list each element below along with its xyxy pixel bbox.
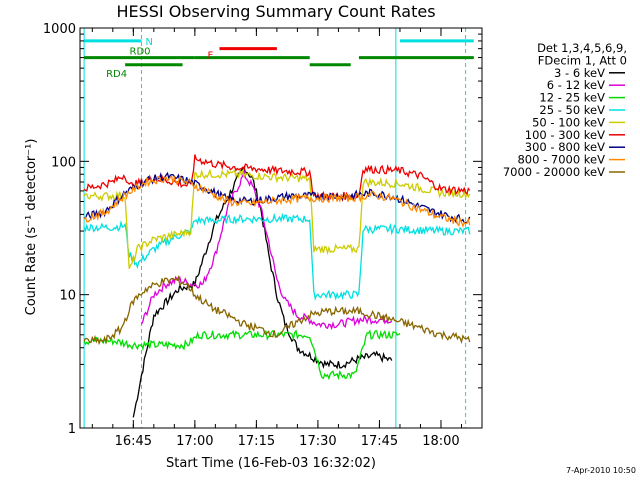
- legend-label-7000-20000-kev: 7000 - 20000 keV: [503, 165, 605, 179]
- y-tick-label-2: 100: [51, 155, 76, 170]
- legend-label-100-300-kev: 100 - 300 keV: [525, 128, 605, 142]
- series-line-12-25-kev: [83, 329, 401, 381]
- y-axis-label: Count Rate (s⁻¹ detector⁻¹): [24, 139, 39, 316]
- legend: Det 1,3,4,5,6,9,FDecim 1, Att 03 - 6 keV…: [503, 41, 627, 179]
- legend-label-3-6-kev: 3 - 6 keV: [554, 66, 605, 80]
- legend-label-50-100-kev: 50 - 100 keV: [532, 115, 605, 129]
- y-tick-label-0: 1: [68, 422, 76, 437]
- legend-label-6-12-kev: 6 - 12 keV: [547, 78, 605, 92]
- x-tick-label-3: 17:30: [299, 434, 336, 449]
- x-tick-label-1: 17:00: [176, 434, 213, 449]
- legend-label-300-800-kev: 300 - 800 keV: [525, 140, 605, 154]
- legend-header-1: FDecim 1, Att 0: [538, 53, 627, 67]
- legend-label-25-50-kev: 25 - 50 keV: [539, 103, 605, 117]
- flag-label-f: F: [207, 51, 213, 62]
- flag-label-rd0: RD0: [130, 47, 151, 58]
- x-axis-label: Start Time (16-Feb-03 16:32:02): [166, 456, 376, 471]
- flag-label-rd4: RD4: [106, 69, 127, 80]
- y-tick-label-3: 1000: [43, 22, 76, 37]
- footer-date: 7-Apr-2010 10:50: [566, 466, 636, 475]
- flag-label-n: N: [146, 37, 153, 48]
- y-tick-label-1: 10: [59, 289, 76, 304]
- legend-label-12-25-kev: 12 - 25 keV: [539, 91, 605, 105]
- series-line-7000-20000-kev: [83, 274, 471, 346]
- x-tick-label-2: 17:15: [238, 434, 275, 449]
- axes: 16:45 17:00 17:15 17:30 17:45 18:00 1 10 100 1000: [43, 22, 483, 449]
- x-tick-label-5: 18:00: [422, 434, 459, 449]
- series-line-100-300-kev: [83, 154, 471, 202]
- series-line-6-12-kev: [140, 170, 393, 331]
- plot-frame: [79, 27, 483, 429]
- series-line-25-50-kev: [83, 212, 471, 301]
- legend-header-0: Det 1,3,4,5,6,9,: [537, 41, 627, 55]
- x-tick-label-4: 17:45: [361, 434, 398, 449]
- series-line-800-7000-kev: [83, 174, 471, 228]
- x-tick-label-0: 16:45: [115, 434, 152, 449]
- legend-label-800-7000-kev: 800 - 7000 keV: [517, 153, 605, 167]
- series-line-50-100-kev: [83, 168, 471, 269]
- chart-title: HESSI Observing Summary Count Rates: [116, 2, 435, 21]
